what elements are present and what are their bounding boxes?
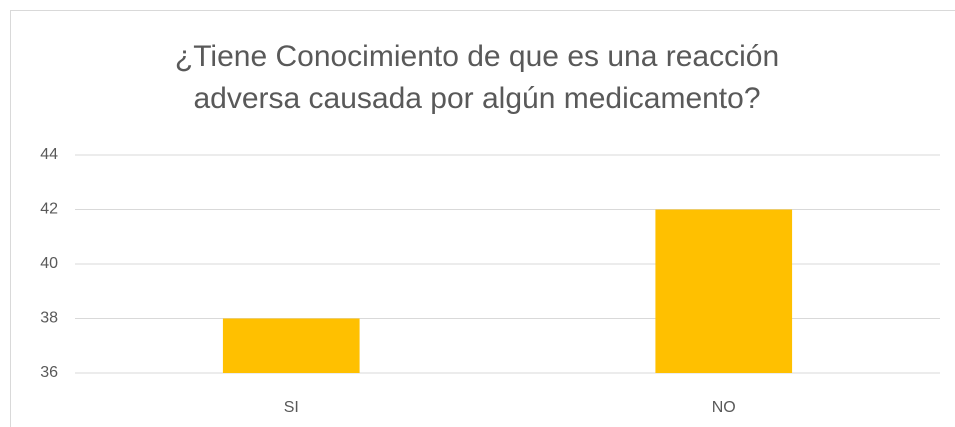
y-tick-label: 36 [40,364,58,381]
chart-border [10,10,955,427]
y-tick-label: 42 [40,201,58,218]
x-tick-label: SI [284,399,299,416]
bar [222,318,360,373]
y-tick-label: 40 [40,255,58,272]
y-tick-label: 44 [40,146,58,163]
bar [655,209,793,373]
x-tick-label: NO [712,399,736,416]
chart-title: ¿Tiene Conocimiento de que es una reacci… [174,40,780,115]
y-tick-label: 38 [40,310,58,327]
